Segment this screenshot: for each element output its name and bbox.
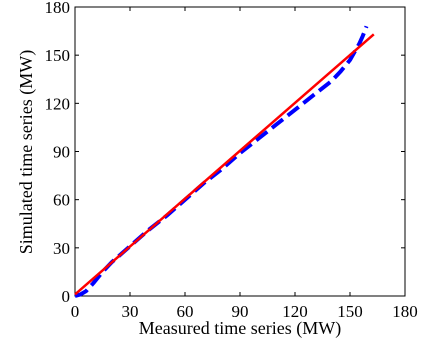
- y-tick-label: 120: [45, 94, 71, 113]
- x-tick-label: 90: [232, 302, 249, 321]
- x-tick-label: 120: [282, 302, 308, 321]
- y-tick-label: 30: [53, 239, 70, 258]
- x-axis-label: Measured time series (MW): [139, 318, 341, 339]
- y-tick-label: 150: [45, 46, 71, 65]
- y-tick-label: 0: [62, 287, 71, 306]
- y-axis-label: Simulated time series (MW): [16, 50, 37, 254]
- x-axis-ticks: 0 30 60 90 120 150 180: [71, 7, 418, 321]
- x-tick-label: 60: [177, 302, 194, 321]
- x-tick-label: 150: [337, 302, 363, 321]
- series-line-solid: [74, 33, 375, 296]
- y-axis-ticks: 0 30 60 90 120 150 180: [45, 0, 405, 306]
- x-tick-label: 180: [392, 302, 418, 321]
- y-tick-label: 180: [45, 0, 71, 17]
- y-tick-label: 60: [53, 191, 70, 210]
- series-layer: [74, 25, 375, 298]
- y-tick-label: 90: [53, 143, 70, 162]
- x-tick-label: 30: [122, 302, 139, 321]
- x-tick-label: 0: [71, 302, 80, 321]
